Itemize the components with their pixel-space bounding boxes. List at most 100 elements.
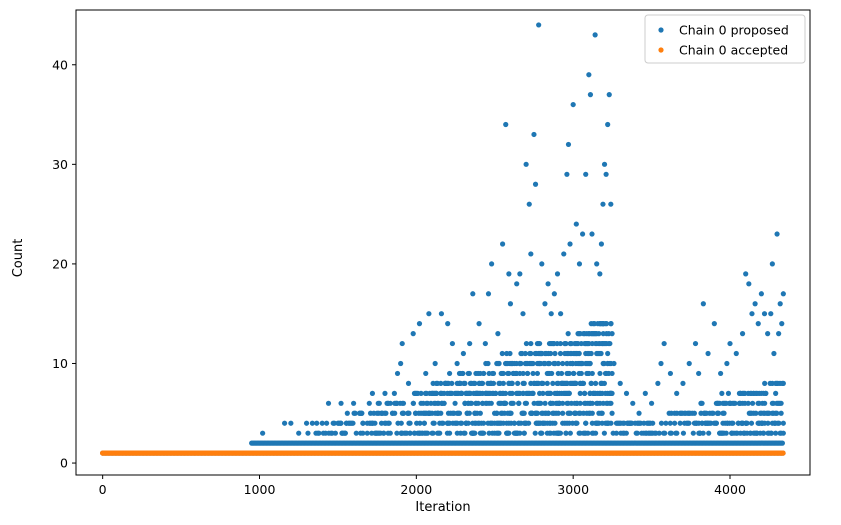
proposed-point bbox=[667, 370, 674, 377]
proposed-point bbox=[495, 331, 501, 337]
legend: Chain 0 proposed Chain 0 accepted bbox=[644, 14, 806, 64]
proposed-point bbox=[475, 400, 481, 406]
proposed-point bbox=[592, 32, 598, 38]
proposed-point bbox=[746, 281, 752, 287]
proposed-point bbox=[560, 360, 566, 367]
proposed-point bbox=[753, 410, 759, 416]
proposed-point bbox=[407, 430, 413, 436]
proposed-point bbox=[548, 311, 554, 317]
proposed-point bbox=[423, 370, 429, 377]
proposed-point bbox=[452, 400, 458, 406]
proposed-point bbox=[521, 410, 527, 416]
proposed-point bbox=[305, 430, 311, 436]
proposed-point bbox=[394, 430, 400, 436]
proposed-point bbox=[369, 390, 376, 396]
proposed-point bbox=[573, 380, 579, 386]
proposed-point bbox=[765, 331, 771, 337]
proposed-point bbox=[532, 430, 538, 436]
proposed-point bbox=[605, 121, 611, 128]
proposed-point bbox=[544, 380, 550, 386]
proposed-point bbox=[433, 390, 440, 396]
proposed-point bbox=[468, 400, 475, 406]
proposed-point bbox=[564, 171, 570, 177]
proposed-point bbox=[540, 380, 546, 386]
proposed-point bbox=[608, 321, 614, 327]
proposed-point bbox=[589, 231, 595, 237]
proposed-point bbox=[460, 370, 466, 377]
proposed-point bbox=[656, 430, 662, 436]
proposed-point bbox=[500, 370, 506, 377]
proposed-point bbox=[460, 350, 466, 357]
proposed-point bbox=[611, 360, 617, 367]
proposed-point bbox=[350, 420, 356, 426]
proposed-point bbox=[711, 321, 717, 327]
proposed-point bbox=[547, 390, 554, 396]
proposed-point bbox=[609, 331, 615, 337]
legend-marker bbox=[658, 47, 664, 53]
proposed-point bbox=[571, 370, 577, 377]
proposed-point bbox=[648, 400, 655, 406]
proposed-point bbox=[749, 400, 756, 406]
proposed-point bbox=[530, 360, 536, 367]
proposed-point bbox=[526, 420, 532, 426]
proposed-point bbox=[760, 430, 767, 436]
proposed-point bbox=[376, 400, 382, 406]
proposed-point bbox=[399, 340, 405, 347]
proposed-point bbox=[482, 340, 488, 347]
proposed-point bbox=[719, 390, 725, 396]
proposed-point bbox=[578, 370, 584, 377]
proposed-point bbox=[567, 241, 573, 247]
proposed-point bbox=[490, 380, 497, 386]
proposed-point bbox=[430, 430, 436, 436]
proposed-point bbox=[771, 350, 777, 357]
proposed-point bbox=[565, 331, 571, 337]
proposed-point bbox=[744, 420, 750, 426]
proposed-point bbox=[476, 321, 482, 327]
proposed-point bbox=[496, 430, 502, 436]
proposed-point bbox=[470, 291, 476, 297]
proposed-point bbox=[674, 390, 680, 396]
proposed-point bbox=[780, 291, 786, 297]
proposed-point bbox=[567, 410, 573, 416]
proposed-point bbox=[715, 410, 722, 416]
proposed-point bbox=[331, 420, 337, 426]
proposed-point bbox=[314, 420, 320, 426]
proposed-point bbox=[588, 350, 594, 357]
proposed-point bbox=[438, 410, 444, 416]
proposed-point bbox=[579, 231, 586, 237]
proposed-point bbox=[459, 420, 465, 426]
proposed-point bbox=[727, 340, 733, 347]
proposed-point bbox=[552, 420, 558, 426]
proposed-point bbox=[661, 340, 667, 347]
proposed-point bbox=[400, 400, 407, 406]
proposed-point bbox=[780, 380, 786, 386]
proposed-point bbox=[609, 390, 615, 396]
proposed-point bbox=[376, 410, 382, 416]
proposed-point bbox=[466, 410, 472, 416]
x-tick-label: 2000 bbox=[400, 482, 432, 497]
proposed-point bbox=[509, 390, 515, 396]
proposed-point bbox=[438, 311, 445, 317]
proposed-point bbox=[597, 271, 603, 277]
proposed-point bbox=[589, 410, 595, 416]
y-tick-label: 30 bbox=[52, 157, 68, 172]
proposed-point bbox=[538, 400, 544, 406]
proposed-point bbox=[490, 370, 497, 377]
y-tick-label: 0 bbox=[60, 456, 68, 471]
proposed-point bbox=[537, 340, 543, 347]
proposed-point bbox=[477, 410, 483, 416]
proposed-point bbox=[462, 380, 468, 386]
proposed-point bbox=[550, 380, 556, 386]
proposed-point bbox=[583, 420, 589, 426]
proposed-point bbox=[281, 420, 288, 426]
proposed-point bbox=[668, 430, 674, 436]
proposed-point bbox=[601, 380, 607, 386]
proposed-point bbox=[758, 291, 764, 297]
proposed-point bbox=[479, 380, 486, 386]
proposed-point bbox=[515, 380, 521, 386]
proposed-point bbox=[554, 271, 561, 277]
proposed-point bbox=[776, 420, 782, 426]
proposed-point bbox=[778, 410, 784, 416]
proposed-point bbox=[724, 360, 730, 367]
proposed-point bbox=[780, 430, 786, 436]
